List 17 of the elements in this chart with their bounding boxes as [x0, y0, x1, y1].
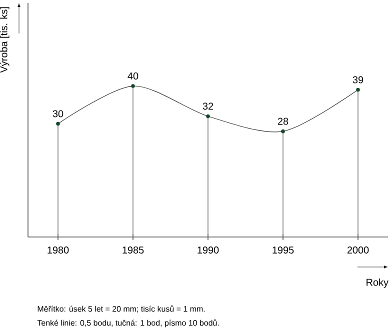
- x-axis-title: Roky: [366, 278, 388, 288]
- x-tick-label: 1995: [272, 246, 294, 254]
- point: [56, 122, 60, 126]
- point: [131, 84, 135, 88]
- x-tick-label: 1985: [122, 246, 144, 254]
- point: [206, 114, 210, 118]
- data-label: 40: [128, 72, 138, 80]
- point: [356, 88, 360, 92]
- x-tick-label: 1980: [48, 246, 69, 254]
- data-label: 32: [202, 102, 214, 110]
- x-tick-label: 2000: [347, 246, 369, 254]
- x-tick-label: 1990: [198, 246, 219, 254]
- data-label: 30: [52, 110, 64, 118]
- data-label: 28: [278, 118, 288, 125]
- point: [281, 129, 285, 134]
- y-axis-title: Výroba [tis. ks]: [0, 7, 10, 73]
- data-label: 39: [352, 76, 364, 84]
